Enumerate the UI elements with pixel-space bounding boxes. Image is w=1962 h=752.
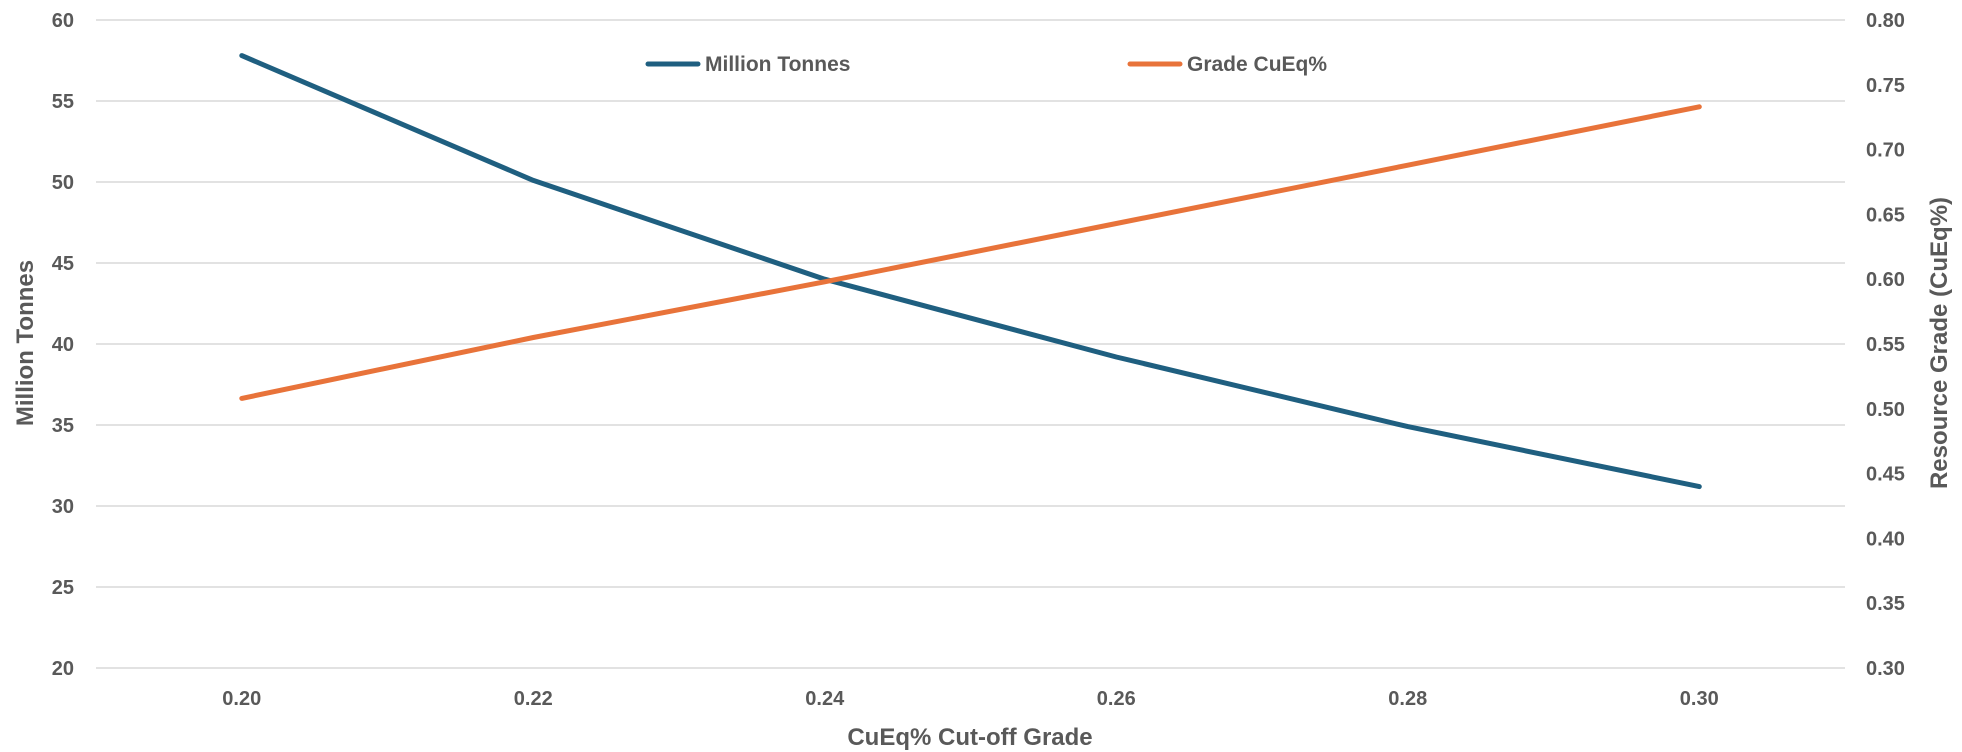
right-tick-label: 0.65 <box>1866 204 1905 226</box>
right-tick-label: 0.70 <box>1866 140 1905 162</box>
right-tick-label: 0.30 <box>1866 658 1905 680</box>
right-tick-label: 0.45 <box>1866 464 1905 486</box>
right-axis-title: Resource Grade (CuEq%) <box>1926 197 1953 489</box>
left-tick-label: 35 <box>52 415 74 437</box>
gridlines <box>96 19 1845 669</box>
right-tick-label: 0.55 <box>1866 334 1905 356</box>
left-tick-label: 25 <box>52 577 74 599</box>
right-tick-label: 0.50 <box>1866 399 1905 421</box>
left-axis-title: Million Tonnes <box>12 260 39 426</box>
left-tick-label: 30 <box>52 496 74 518</box>
right-tick-label: 0.35 <box>1866 593 1905 615</box>
legend-label: Grade CuEq% <box>1187 53 1327 76</box>
x-tick-label: 0.26 <box>1097 688 1136 710</box>
x-tick-label: 0.30 <box>1680 688 1719 710</box>
x-axis-ticks: 0.20 0.22 0.24 0.26 0.28 0.30 <box>222 688 1718 710</box>
left-axis-ticks: 20 25 30 35 40 45 50 55 60 <box>52 10 74 680</box>
series-line-0 <box>239 53 1702 490</box>
legend: Million Tonnes Grade CuEq% <box>645 53 1327 76</box>
x-tick-label: 0.24 <box>805 688 845 710</box>
right-tick-label: 0.60 <box>1866 269 1905 291</box>
right-tick-label: 0.40 <box>1866 528 1905 550</box>
x-tick-label: 0.20 <box>222 688 261 710</box>
x-axis-title: CuEq% Cut-off Grade <box>847 724 1092 751</box>
right-axis-ticks: 0.30 0.35 0.40 0.45 0.50 0.55 0.60 0.65 0.70 0.75… <box>1866 10 1905 680</box>
x-tick-label: 0.28 <box>1388 688 1427 710</box>
series-lines <box>239 53 1702 490</box>
x-tick-label: 0.22 <box>514 688 553 710</box>
left-tick-label: 55 <box>52 91 74 113</box>
legend-label: Million Tonnes <box>705 53 850 76</box>
left-tick-label: 20 <box>52 658 74 680</box>
left-tick-label: 45 <box>52 253 74 275</box>
right-tick-label: 0.80 <box>1866 10 1905 32</box>
left-tick-label: 60 <box>52 10 74 32</box>
left-tick-label: 40 <box>52 334 74 356</box>
series-line-1 <box>239 104 1702 401</box>
right-tick-label: 0.75 <box>1866 75 1905 97</box>
left-tick-label: 50 <box>52 172 74 194</box>
